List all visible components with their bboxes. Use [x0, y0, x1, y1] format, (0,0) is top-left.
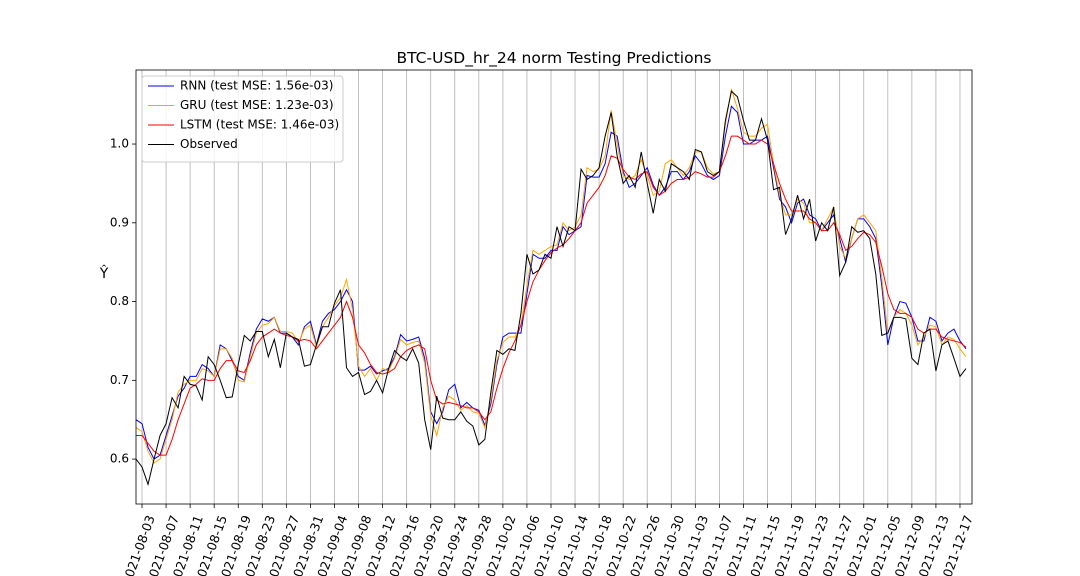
plot-frame: [135, 69, 973, 505]
series-line: [136, 90, 967, 487]
y-tick-label: 1.0: [110, 137, 129, 151]
legend-label: LSTM (test MSE: 1.46e-03): [180, 118, 339, 132]
y-axis-label: Ŷ: [99, 264, 109, 282]
legend-label: GRU (test MSE: 1.23e-03): [180, 98, 334, 112]
y-tick-label: 0.7: [110, 373, 129, 387]
y-tick-label: 0.6: [110, 452, 129, 466]
legend-label: RNN (test MSE: 1.56e-03): [180, 79, 333, 93]
y-tick-label: 0.8: [110, 294, 129, 308]
series-line: [136, 88, 967, 464]
chart-title: BTC-USD_hr_24 norm Testing Predictions: [396, 49, 711, 68]
y-tick-label: 0.9: [110, 215, 129, 229]
legend-label: Observed: [180, 137, 238, 151]
legend-box: [141, 75, 344, 163]
